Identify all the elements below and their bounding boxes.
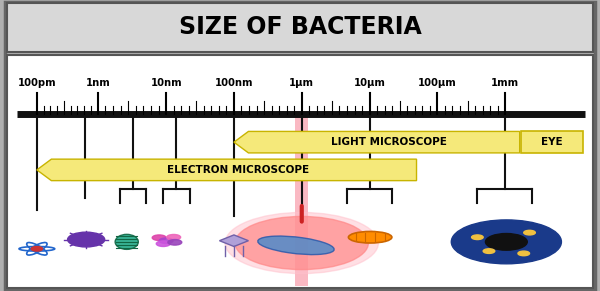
Circle shape	[68, 232, 104, 247]
Ellipse shape	[349, 231, 392, 243]
Circle shape	[156, 241, 170, 246]
Text: 1mm: 1mm	[491, 78, 519, 88]
Circle shape	[235, 217, 368, 269]
Circle shape	[168, 239, 182, 245]
Text: 1nm: 1nm	[85, 78, 110, 88]
FancyBboxPatch shape	[7, 55, 593, 288]
Text: 100pm: 100pm	[17, 78, 56, 88]
Text: 100μm: 100μm	[418, 78, 457, 88]
Circle shape	[225, 212, 379, 274]
Circle shape	[524, 230, 535, 235]
Text: 100nm: 100nm	[215, 78, 253, 88]
Circle shape	[483, 249, 495, 253]
Circle shape	[451, 220, 562, 264]
Circle shape	[472, 235, 483, 239]
Ellipse shape	[115, 234, 139, 249]
Text: 10nm: 10nm	[151, 78, 182, 88]
FancyBboxPatch shape	[5, 2, 595, 289]
FancyBboxPatch shape	[7, 3, 593, 52]
Polygon shape	[234, 132, 520, 153]
Circle shape	[518, 251, 530, 256]
Polygon shape	[37, 159, 416, 181]
FancyBboxPatch shape	[521, 132, 583, 153]
Text: EYE: EYE	[541, 137, 563, 147]
Text: 10μm: 10μm	[353, 78, 386, 88]
Polygon shape	[220, 235, 248, 246]
Bar	[295, 111, 308, 286]
Circle shape	[167, 235, 181, 240]
Text: LIGHT MICROSCOPE: LIGHT MICROSCOPE	[331, 137, 447, 147]
Circle shape	[159, 238, 173, 244]
Circle shape	[31, 246, 43, 251]
Circle shape	[485, 233, 527, 250]
Text: ELECTRON MICROSCOPE: ELECTRON MICROSCOPE	[167, 165, 310, 175]
Text: SIZE OF BACTERIA: SIZE OF BACTERIA	[179, 15, 421, 39]
Ellipse shape	[258, 236, 334, 255]
Circle shape	[152, 235, 166, 240]
Text: 1μm: 1μm	[289, 78, 314, 88]
